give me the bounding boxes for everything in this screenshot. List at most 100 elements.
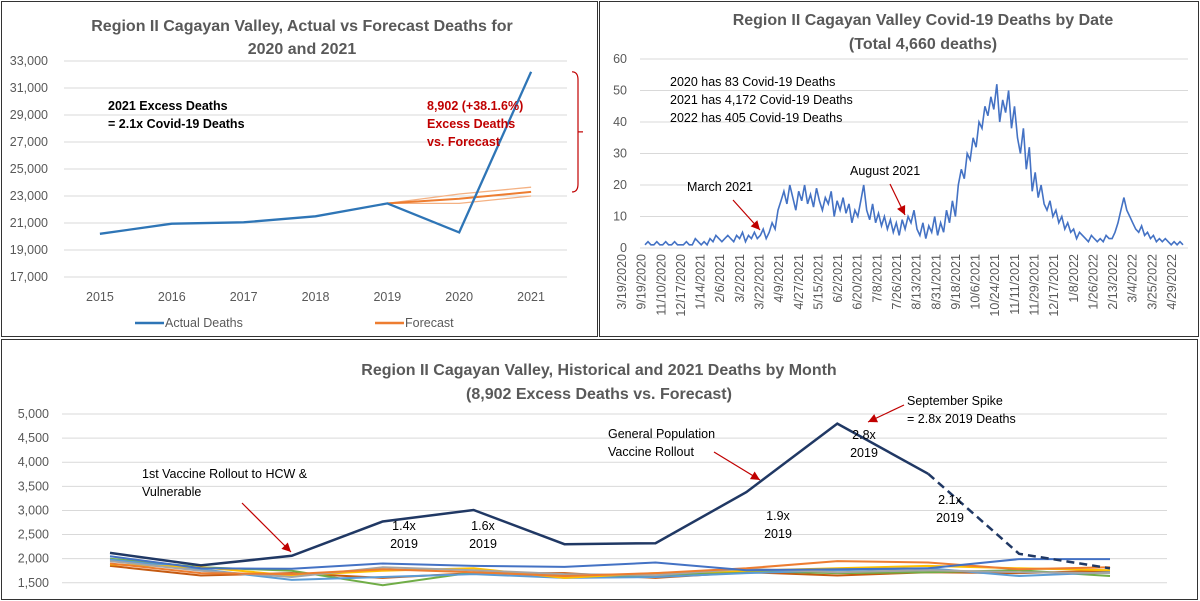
y-tick-label: 40: [613, 115, 627, 129]
annotation-ratio-vs-2019: 2.8x: [852, 428, 876, 442]
annotation-first-vaccine-rollout: 1st Vaccine Rollout to HCW &: [142, 467, 308, 481]
arrow-march-2021-head: [750, 220, 760, 230]
y-tick-label: 25,000: [10, 162, 48, 176]
annotation-excess-ratio: = 2.1x Covid-19 Deaths: [108, 117, 245, 131]
annotation-excess-vs-forecast: Excess Deaths: [427, 117, 515, 131]
panel-covid-deaths-by-date: Region II Cagayan Valley Covid-19 Deaths…: [599, 1, 1199, 337]
annotation-ratio-vs-2019: 2019: [764, 527, 792, 541]
chart-title-line-1: Region II Cagayan Valley, Actual vs Fore…: [91, 18, 512, 35]
annotation-excess-ratio: 2021 Excess Deaths: [108, 99, 228, 113]
legend-label-actual-deaths: Actual Deaths: [165, 316, 243, 330]
chart-title-line-1: Region II Cagayan Valley, Historical and…: [361, 362, 836, 379]
annotation-general-vaccine-rollout: General Population: [608, 427, 715, 441]
series-line-2021-projection: [927, 472, 1111, 570]
annotation-september-spike: September Spike: [907, 394, 1003, 408]
x-tick-label: 10/24/2021: [988, 254, 1002, 317]
series-line-historical: [109, 560, 1111, 578]
x-tick-label: 12/17/2021: [1047, 254, 1061, 317]
y-tick-label: 30: [613, 147, 627, 161]
legend-label-forecast: Forecast: [405, 316, 454, 330]
y-tick-label: 60: [613, 52, 627, 66]
annotation-yearly-totals: 2020 has 83 Covid-19 Deaths: [670, 75, 835, 89]
x-tick-label: 7/8/2021: [870, 254, 884, 303]
arrow-general-vaccine-rollout-head: [749, 471, 760, 480]
series-line-forecast: [387, 190, 532, 205]
x-tick-label: 2021: [517, 290, 545, 304]
annotation-september-spike: = 2.8x 2019 Deaths: [907, 412, 1016, 426]
x-tick-label: 1/26/2022: [1086, 254, 1100, 310]
chart-covid-deaths-by-date: Region II Cagayan Valley Covid-19 Deaths…: [613, 12, 1188, 317]
y-tick-label: 3,500: [18, 479, 49, 493]
series-line-2021: [109, 422, 929, 567]
excess-bracket: [571, 71, 579, 193]
x-tick-label: 8/31/2021: [929, 254, 943, 310]
y-tick-label: 31,000: [10, 81, 48, 95]
x-tick-label: 3/19/2020: [615, 254, 629, 310]
x-tick-label: 11/11/2021: [1008, 254, 1022, 315]
x-tick-label: 11/29/2021: [1028, 254, 1042, 316]
x-tick-label: 3/25/2022: [1145, 254, 1159, 310]
x-tick-label: 2018: [302, 290, 330, 304]
annotation-march-2021: March 2021: [687, 180, 753, 194]
x-tick-label: 8/13/2021: [910, 254, 924, 310]
chart-title-line-2: 2020 and 2021: [248, 41, 357, 58]
y-tick-label: 10: [613, 210, 627, 224]
y-tick-label: 21,000: [10, 216, 48, 230]
series-line-covid-deaths: [644, 84, 1184, 247]
x-tick-label: 4/27/2021: [792, 254, 806, 310]
chart-title-line-2: (8,902 Excess Deaths vs. Forecast): [466, 386, 732, 403]
x-tick-label: 2016: [158, 290, 186, 304]
x-tick-label: 11/10/2020: [654, 254, 668, 316]
arrow-first-vaccine-rollout-shaft: [241, 502, 292, 553]
x-tick-label: 12/17/2020: [674, 254, 688, 317]
chart-deaths-by-month: Region II Cagayan Valley, Historical and…: [18, 362, 1167, 590]
annotation-ratio-vs-2019: 1.9x: [766, 509, 790, 523]
x-tick-label: 2017: [230, 290, 258, 304]
y-tick-label: 1,500: [18, 576, 49, 590]
x-tick-label: 5/15/2021: [811, 254, 825, 310]
chart-title-line-1: Region II Cagayan Valley Covid-19 Deaths…: [733, 12, 1114, 29]
x-tick-label: 7/26/2021: [890, 254, 904, 310]
x-tick-label: 2/6/2021: [713, 254, 727, 303]
arrow-september-spike-head: [868, 414, 879, 423]
forecast-bound-line-1: [387, 186, 532, 205]
x-tick-label: 1/8/2022: [1067, 254, 1081, 303]
x-tick-label: 9/19/2020: [635, 254, 649, 310]
y-tick-label: 19,000: [10, 243, 48, 257]
x-tick-label: 4/29/2022: [1165, 254, 1179, 310]
series-line-actual-deaths: [99, 71, 533, 235]
annotation-august-2021: August 2021: [850, 164, 920, 178]
annotation-ratio-vs-2019: 2019: [390, 537, 418, 551]
annotation-ratio-vs-2019: 1.6x: [471, 519, 495, 533]
x-tick-label: 2015: [86, 290, 114, 304]
annotation-ratio-vs-2019: 2.1x: [938, 493, 962, 507]
x-tick-label: 3/4/2022: [1126, 254, 1140, 303]
series-line-historical: [109, 555, 1110, 572]
annotation-ratio-vs-2019: 1.4x: [392, 519, 416, 533]
x-tick-label: 10/6/2021: [969, 254, 983, 310]
x-tick-label: 1/14/2021: [694, 254, 708, 310]
annotation-first-vaccine-rollout: Vulnerable: [142, 485, 201, 499]
y-tick-label: 2,500: [18, 528, 49, 542]
x-tick-label: 4/9/2021: [772, 254, 786, 303]
y-tick-label: 27,000: [10, 135, 48, 149]
annotation-yearly-totals: 2021 has 4,172 Covid-19 Deaths: [670, 93, 853, 107]
chart-actual-vs-forecast: Region II Cagayan Valley, Actual vs Fore…: [10, 18, 583, 330]
y-tick-label: 5,000: [18, 407, 49, 421]
x-tick-label: 9/18/2021: [949, 254, 963, 310]
y-tick-label: 23,000: [10, 189, 48, 203]
y-tick-label: 0: [620, 241, 627, 255]
y-tick-label: 50: [613, 84, 627, 98]
y-tick-label: 3,000: [18, 503, 49, 517]
x-tick-label: 6/2/2021: [831, 254, 845, 303]
chart-title-line-2: (Total 4,660 deaths): [849, 36, 997, 53]
annotation-ratio-vs-2019: 2019: [936, 511, 964, 525]
annotation-yearly-totals: 2022 has 405 Covid-19 Deaths: [670, 111, 842, 125]
annotation-ratio-vs-2019: 2019: [469, 537, 497, 551]
panel-actual-vs-forecast: Region II Cagayan Valley, Actual vs Fore…: [1, 1, 598, 337]
annotation-excess-vs-forecast: vs. Forecast: [427, 135, 501, 149]
x-tick-label: 3/2/2021: [733, 254, 747, 303]
annotation-ratio-vs-2019: 2019: [850, 446, 878, 460]
annotation-general-vaccine-rollout: Vaccine Rollout: [608, 445, 694, 459]
annotation-excess-vs-forecast: 8,902 (+38.1.6%): [427, 99, 523, 113]
